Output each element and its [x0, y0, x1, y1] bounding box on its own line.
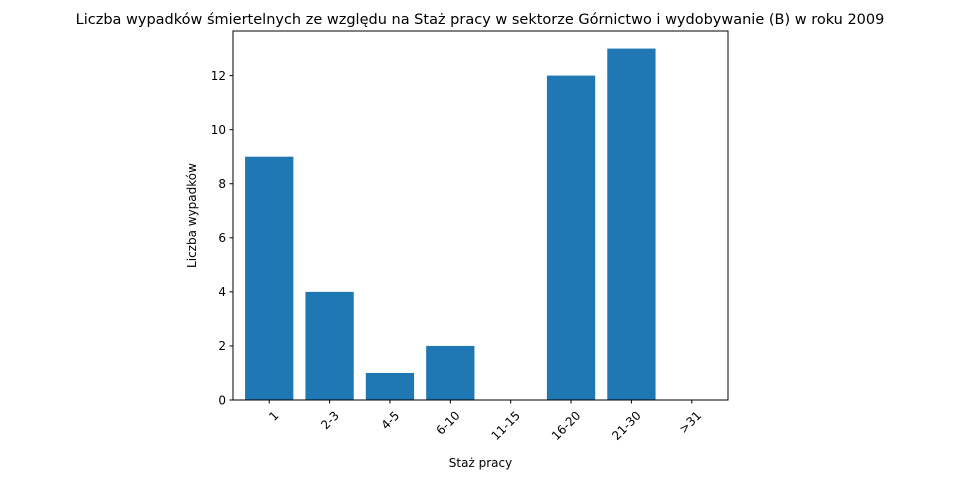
y-tick-label: 10: [211, 123, 226, 137]
x-tick-label: 16-20: [549, 408, 584, 443]
y-tick-label: 6: [218, 231, 226, 245]
bars: [245, 48, 656, 400]
bar-6-10: [426, 345, 475, 400]
y-axis-label: Liczba wypadków: [185, 163, 199, 268]
y-tick-label: 8: [218, 177, 226, 191]
plot-area: 0 2 4 6 8 10 12 1 2-3 4-5 6-10 11-15 16-20 21-30 >31: [211, 30, 729, 443]
x-axis-label: Staż pracy: [449, 456, 512, 470]
x-tick-label: >31: [676, 408, 704, 436]
x-tick-label: 4-5: [379, 408, 403, 432]
x-tick-label: 21-30: [609, 408, 644, 443]
x-tick-label: 2-3: [318, 408, 342, 432]
y-axis: 0 2 4 6 8 10 12: [211, 69, 233, 407]
y-tick-label: 2: [218, 339, 226, 353]
bar-16-20: [546, 75, 596, 400]
x-tick-label: 6-10: [434, 408, 463, 437]
plot-frame: [232, 30, 729, 401]
bar-21-30: [607, 48, 656, 400]
y-tick-label: 4: [218, 285, 226, 299]
y-tick-label: 12: [211, 69, 226, 83]
bar-4-5: [365, 372, 415, 400]
bar-2-3: [305, 291, 354, 400]
chart-title: Liczba wypadków śmiertelnych ze względu …: [76, 12, 885, 28]
bar-1: [245, 156, 294, 400]
y-tick-label: 0: [218, 393, 226, 407]
x-tick-label: 1: [266, 408, 281, 423]
x-tick-label: 11-15: [488, 408, 523, 443]
x-axis: 1 2-3 4-5 6-10 11-15 16-20 21-30 >31: [266, 400, 704, 443]
